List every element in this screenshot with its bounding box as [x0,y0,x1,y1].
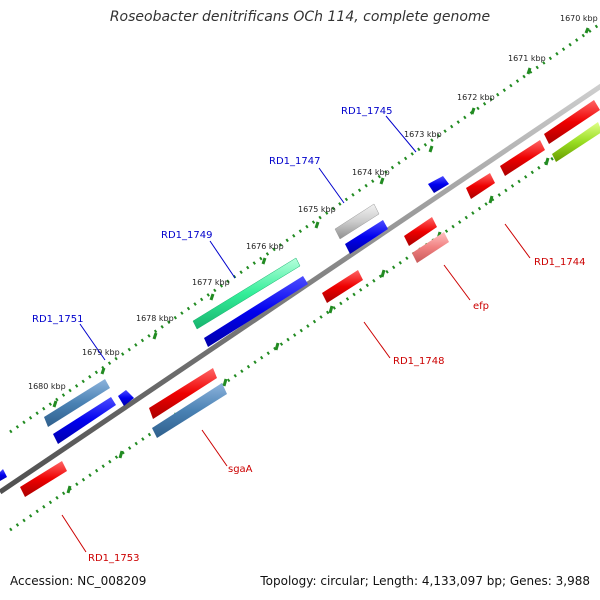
minor-tick [380,269,386,278]
gene-label-rd1-1747[interactable]: RD1_1747 [269,156,320,167]
tick-label: 1678 kbp [136,314,174,323]
tick-label: 1674 kbp [352,168,390,177]
outer-tick-dots [9,22,600,434]
gene-efp[interactable] [412,232,449,263]
major-tick [100,367,106,375]
tick-label: 1679 kbp [82,348,120,357]
major-tick [379,177,385,185]
leader-rd1-1749 [209,240,236,279]
genome-backbone [0,83,600,495]
minor-tick [544,157,550,166]
gene-rd1-1744[interactable] [466,173,495,199]
major-tick [209,293,215,301]
gene-label-sgaa[interactable]: sgaA [228,464,253,475]
gene-label-rd1-1751[interactable]: RD1_1751 [32,314,83,325]
tick-label: 1677 kbp [192,278,230,287]
tick-label: 1673 kbp [404,130,442,139]
gene-labels: RD1_1745 RD1_1747 RD1_1749 RD1_1751 RD1_… [32,106,585,564]
gene-label-efp[interactable]: efp [473,301,489,312]
map-title: Roseobacter denitrificans OCh 114, compl… [109,9,491,25]
gene-reverse-red[interactable] [544,100,600,144]
major-tick [526,67,532,75]
outer-tick-track [9,22,600,434]
gene-label-rd1-1744[interactable]: RD1_1744 [534,257,585,268]
tick-label: 1671 kbp [508,54,546,63]
gene-forward-blue[interactable] [0,469,7,481]
gene-forward-blue[interactable] [118,390,134,406]
leader-rd1-1751 [79,323,106,361]
minor-tick [222,378,228,387]
major-tick [314,221,320,229]
gene-rd1-1747[interactable] [334,203,380,240]
gene-reverse-red[interactable] [500,140,545,176]
gene-rd1-1753[interactable] [20,461,67,497]
topology-text: Topology: circular; Length: 4,133,097 bp… [260,574,590,588]
gene-label-rd1-1745[interactable]: RD1_1745 [341,106,392,117]
tick-labels: 1670 kbp 1671 kbp 1672 kbp 1673 kbp 1674… [28,14,598,391]
leader-rd1-1747 [318,167,345,204]
gene-forward-lime[interactable] [552,122,600,162]
leader-efp [443,264,471,301]
gene-label-rd1-1749[interactable]: RD1_1749 [161,230,212,241]
label-leaders [61,115,531,553]
gene-label-rd1-1748[interactable]: RD1_1748 [393,356,444,367]
gene-sgaa[interactable] [152,383,227,438]
forward-genes [0,122,600,481]
major-tick [261,257,267,265]
gene-forward-blue[interactable] [204,276,308,347]
leader-rd1-1748 [363,321,391,359]
leader-rd1-1753 [61,514,87,553]
minor-tick [328,305,334,314]
inner-tick-track [9,124,600,532]
gene-rd1-1749[interactable] [192,257,301,330]
gene-label-rd1-1753[interactable]: RD1_1753 [88,553,139,564]
leader-sgaa [201,429,228,467]
inner-tick-dots [9,124,600,532]
gene-rd1-1745[interactable] [428,176,449,193]
leader-rd1-1745 [385,115,417,153]
minor-tick [118,450,124,459]
gene-rd1-1748[interactable] [322,270,363,303]
tick-label: 1672 kbp [457,93,495,102]
gene-rd1-1751[interactable] [44,379,110,427]
tick-label: 1680 kbp [28,382,66,391]
tick-label: 1675 kbp [298,205,336,214]
tick-label: 1676 kbp [246,242,284,251]
minor-tick [488,195,494,204]
leader-rd1-1744 [504,223,531,259]
major-tick [470,107,476,115]
major-tick [152,332,158,340]
gene-forward-blue[interactable] [53,397,116,444]
accession-text: Accession: NC_008209 [10,574,147,588]
major-tick [584,27,590,34]
gene-reverse-red[interactable] [404,217,437,246]
minor-tick [66,485,72,494]
gene-sgaa-partner[interactable] [149,368,217,419]
major-tick [52,400,58,408]
major-tick [428,145,434,153]
gene-forward-blue[interactable] [345,220,388,254]
reverse-genes [20,100,600,497]
minor-tick [274,342,280,351]
tick-label: 1670 kbp [560,14,598,23]
